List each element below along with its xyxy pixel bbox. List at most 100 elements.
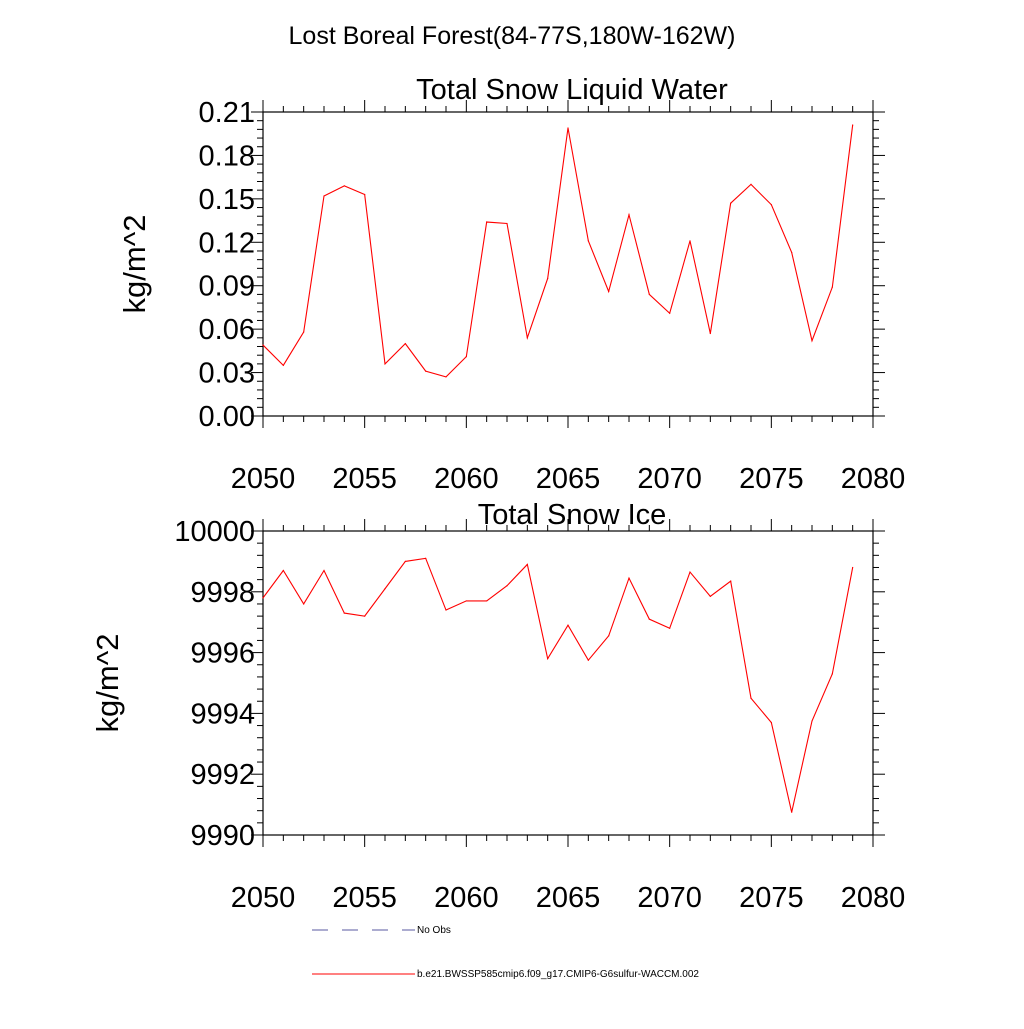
x-tick-label: 2080 xyxy=(841,882,906,914)
y-axis-label: kg/m^2 xyxy=(90,634,125,733)
data-point xyxy=(791,251,793,254)
data-point xyxy=(811,720,813,722)
y-tick-label: 9990 xyxy=(190,820,255,852)
y-tick-label: 9996 xyxy=(190,638,255,670)
x-tick-label: 2065 xyxy=(536,463,601,495)
x-tick-label: 2055 xyxy=(332,882,397,914)
data-point xyxy=(587,659,589,661)
data-point xyxy=(445,376,447,378)
data-point xyxy=(608,635,610,637)
data-point xyxy=(303,603,305,605)
y-tick-label: 0.03 xyxy=(199,358,255,390)
data-point xyxy=(730,202,732,204)
data-point xyxy=(628,214,630,216)
chart-panel-2: Total Snow Ice 2050 2055 2060 2065 2070 2075 20… xyxy=(90,499,905,914)
series-line xyxy=(262,124,854,378)
data-point xyxy=(689,571,691,573)
figure-suptitle: Lost Boreal Forest(84-77S,180W-162W) xyxy=(289,22,736,50)
data-point xyxy=(282,569,284,572)
data-point xyxy=(547,658,549,660)
y-tick-label: 0.21 xyxy=(199,97,255,129)
data-point xyxy=(547,277,549,280)
data-point xyxy=(404,343,406,345)
x-tick-label: 2070 xyxy=(637,882,702,914)
data-point xyxy=(811,340,813,342)
x-tick-label: 2060 xyxy=(434,882,499,914)
panel-title: Total Snow Liquid Water xyxy=(416,74,728,106)
data-point xyxy=(852,566,854,569)
data-point xyxy=(852,124,854,126)
data-point xyxy=(587,240,589,242)
x-tick-label: 2070 xyxy=(637,463,702,495)
legend-model-label: b.e21.BWSSP585cmip6.f09_g17.CMIP6-G6sulf… xyxy=(417,969,699,980)
data-point xyxy=(608,290,610,293)
x-tick-label: 2080 xyxy=(841,463,906,495)
data-point xyxy=(323,569,325,572)
data-point xyxy=(648,618,650,620)
data-point xyxy=(486,221,488,223)
data-point xyxy=(486,600,488,602)
data-point xyxy=(770,721,772,724)
data-point xyxy=(628,577,630,579)
data-point xyxy=(323,195,325,197)
data-point xyxy=(689,240,691,242)
y-tick-label: 9992 xyxy=(190,759,255,791)
y-tick-label: 9994 xyxy=(190,698,255,730)
data-point xyxy=(648,293,650,295)
x-tick-label: 2060 xyxy=(434,463,499,495)
data-point xyxy=(425,370,427,372)
data-point xyxy=(730,580,732,582)
data-point xyxy=(526,563,528,566)
chart-panel-1: Total Snow Liquid Water 2050 2055 2060 2065 2… xyxy=(117,74,905,495)
series-line xyxy=(262,557,854,813)
y-tick-label: 10000 xyxy=(174,516,255,548)
x-tick-label: 2065 xyxy=(536,882,601,914)
y-tick-label: 9998 xyxy=(190,577,255,609)
data-point xyxy=(262,597,264,599)
data-point xyxy=(384,363,386,365)
y-axis-label: kg/m^2 xyxy=(117,215,152,314)
data-point xyxy=(506,222,508,225)
data-point xyxy=(465,600,467,602)
data-point xyxy=(770,204,772,206)
x-tick-label: 2075 xyxy=(739,882,804,914)
data-point xyxy=(831,673,833,675)
data-point xyxy=(791,811,793,813)
chart-panels: Total Snow Liquid Water 2050 2055 2060 2065 2… xyxy=(90,74,905,914)
data-point xyxy=(343,185,345,187)
data-point xyxy=(303,331,305,333)
x-tick-label: 2055 xyxy=(332,463,397,495)
data-point xyxy=(384,588,386,590)
data-point xyxy=(404,560,406,563)
legend-obs-label: No Obs xyxy=(417,925,451,936)
data-point xyxy=(709,595,711,597)
y-tick-label: 0.06 xyxy=(199,314,255,346)
data-point xyxy=(445,609,447,611)
data-point xyxy=(364,193,366,196)
panel-title: Total Snow Ice xyxy=(478,499,667,531)
data-point xyxy=(364,615,366,617)
data-point xyxy=(750,183,752,185)
data-point xyxy=(526,337,528,339)
data-point xyxy=(669,627,671,629)
data-point xyxy=(343,612,345,614)
data-point xyxy=(669,312,671,314)
plot-frame xyxy=(262,111,874,417)
data-point xyxy=(465,356,467,358)
y-tick-label: 0.18 xyxy=(199,140,255,172)
y-tick-label: 0.12 xyxy=(199,227,255,259)
data-point xyxy=(282,364,284,366)
data-point xyxy=(506,585,508,587)
data-point xyxy=(709,332,711,335)
data-point xyxy=(831,286,833,288)
y-tick-label: 0.09 xyxy=(199,271,255,303)
data-point xyxy=(750,697,752,699)
y-tick-label: 0.15 xyxy=(199,184,255,216)
data-point xyxy=(262,344,264,346)
x-tick-label: 2050 xyxy=(231,463,296,495)
x-tick-label: 2075 xyxy=(739,463,804,495)
data-point xyxy=(425,557,427,559)
x-tick-label: 2050 xyxy=(231,882,296,914)
